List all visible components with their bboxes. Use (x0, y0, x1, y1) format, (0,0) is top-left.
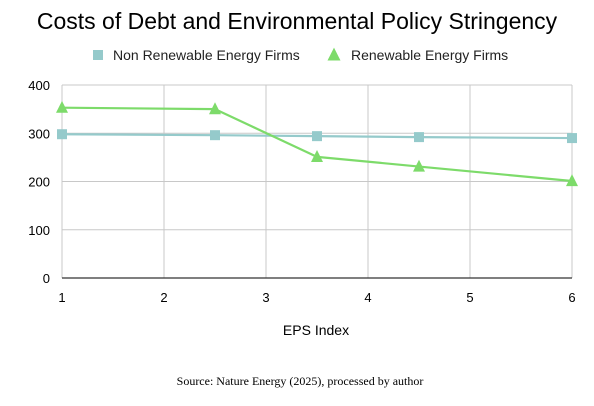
triangle-marker (566, 174, 578, 187)
y-tick-label: 300 (28, 126, 50, 141)
x-tick-label: 4 (364, 290, 371, 305)
x-tick-label: 1 (58, 290, 65, 305)
series-renewable (56, 100, 578, 187)
triangle-marker (413, 159, 425, 172)
square-marker (414, 132, 424, 143)
triangle-marker (311, 150, 323, 163)
source-note: Source: Nature Energy (2025), processed … (177, 374, 424, 388)
series-line (61, 106, 573, 183)
x-tick-label: 3 (262, 290, 269, 305)
x-axis-label: EPS Index (283, 322, 349, 338)
y-tick-label: 400 (28, 78, 50, 93)
legend-item: Renewable Energy Firms (327, 47, 508, 63)
triangle-marker (209, 102, 221, 115)
gridlines (61, 84, 573, 278)
legend-square-marker (93, 50, 103, 60)
y-tick-label: 100 (28, 223, 50, 238)
square-marker (312, 131, 322, 142)
y-tick-label: 200 (28, 175, 50, 190)
x-tick-label: 6 (568, 290, 575, 305)
square-marker (57, 129, 67, 140)
y-tick-label: 0 (43, 271, 50, 286)
series (56, 100, 578, 187)
legend: Non Renewable Energy Firms Renewable Ener… (93, 47, 508, 63)
legend-label: Renewable Energy Firms (351, 47, 508, 63)
square-marker (567, 133, 577, 144)
legend-triangle-marker (327, 47, 341, 61)
x-tick-label: 2 (160, 290, 167, 305)
triangle-marker (56, 100, 68, 113)
square-marker (210, 130, 220, 141)
legend-label: Non Renewable Energy Firms (113, 47, 300, 63)
chart-title: Costs of Debt and Environmental Policy S… (37, 8, 558, 34)
x-tick-label: 5 (466, 290, 473, 305)
x-tick-labels: 1 2 3 4 5 6 (58, 290, 575, 305)
y-tick-labels: 0 100 200 300 400 (28, 78, 50, 286)
legend-item: Non Renewable Energy Firms (93, 47, 300, 63)
series-non-renewable (57, 129, 577, 144)
